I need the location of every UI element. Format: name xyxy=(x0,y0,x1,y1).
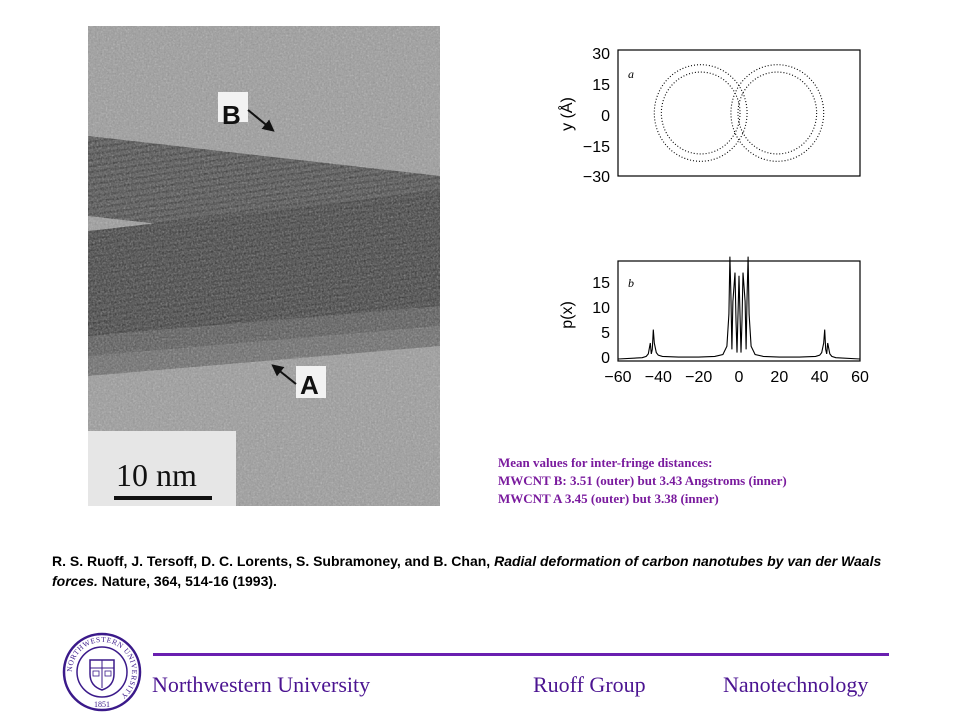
plot-a-ylabel: y (Å) xyxy=(557,97,576,131)
plot-b: b 15 10 5 0 p(x) −60 −40 −20 0 20 40 60 xyxy=(548,255,900,390)
seal-year: 1851 xyxy=(94,700,110,709)
citation-title: Radial deformation of carbon nanotubes b… xyxy=(52,553,882,589)
plot-a-ytick: 15 xyxy=(592,77,610,94)
plot-b-ylabel: p(x) xyxy=(559,301,576,329)
plot-b-canvas: b 15 10 5 0 p(x) −60 −40 −20 0 20 40 60 xyxy=(559,256,869,386)
footer-group: Ruoff Group xyxy=(533,672,646,697)
note-line: Mean values for inter-fringe distances: xyxy=(498,455,713,470)
citation-source: Nature, 364, 514-16 (1993). xyxy=(97,573,277,589)
seal-icon: NORTHWESTERN UNIVERSITY 1851 xyxy=(62,632,142,712)
footer-university: Northwestern University xyxy=(152,672,371,697)
plot-b-ytick: 5 xyxy=(601,325,610,342)
plot-a-ring-2-inner xyxy=(737,71,818,155)
university-seal: NORTHWESTERN UNIVERSITY 1851 xyxy=(62,632,142,712)
plot-a-ring-1-outer xyxy=(653,64,748,162)
footer-topic: Nanotechnology xyxy=(723,672,869,697)
note-line: MWCNT B: 3.51 (outer) but 3.43 Angstroms… xyxy=(498,473,787,488)
plot-a-ring-1-inner xyxy=(660,71,741,155)
inter-fringe-note: Mean values for inter-fringe distances: … xyxy=(498,454,898,508)
plot-a-frame xyxy=(617,49,861,177)
label-b: B xyxy=(222,100,241,130)
plot-b-xtick: −20 xyxy=(685,369,712,386)
plot-b-ytick: 10 xyxy=(592,300,610,317)
plot-b-ytick: 0 xyxy=(601,350,610,367)
plot-a: a 30 15 0 −15 −30 y (Å) xyxy=(548,40,900,190)
plot-a-canvas: a 30 15 0 −15 −30 y (Å) xyxy=(557,46,861,186)
plot-b-xtick: −60 xyxy=(604,369,631,386)
plot-a-ytick: −15 xyxy=(583,139,610,156)
micrograph-image: B A 10 nm xyxy=(88,26,440,506)
plot-b-panel-letter: b xyxy=(628,276,634,290)
citation-authors: R. S. Ruoff, J. Tersoff, D. C. Lorents, … xyxy=(52,553,495,569)
plot-b-ytick: 15 xyxy=(592,275,610,292)
plot-b-xtick: 20 xyxy=(770,369,788,386)
footer-divider xyxy=(153,653,889,656)
note-line: MWCNT A 3.45 (outer) but 3.38 (inner) xyxy=(498,491,719,506)
scale-bar-label: 10 nm xyxy=(116,457,197,493)
plot-b-xtick: −40 xyxy=(645,369,672,386)
plot-b-xtick: 0 xyxy=(735,369,744,386)
plot-a-ring-2-outer xyxy=(730,64,825,162)
citation: R. S. Ruoff, J. Tersoff, D. C. Lorents, … xyxy=(52,551,920,591)
tem-micrograph: B A 10 nm xyxy=(88,26,440,506)
plot-a-ytick: 30 xyxy=(592,46,610,63)
plot-b-curve xyxy=(617,256,861,360)
plot-a-ytick: 0 xyxy=(601,108,610,125)
label-a: A xyxy=(300,370,319,400)
plot-a-ytick: −30 xyxy=(583,169,610,186)
plot-b-xtick: 40 xyxy=(811,369,829,386)
plot-a-panel-letter: a xyxy=(628,67,634,81)
plot-b-frame xyxy=(617,260,861,362)
plot-b-xtick: 60 xyxy=(851,369,869,386)
